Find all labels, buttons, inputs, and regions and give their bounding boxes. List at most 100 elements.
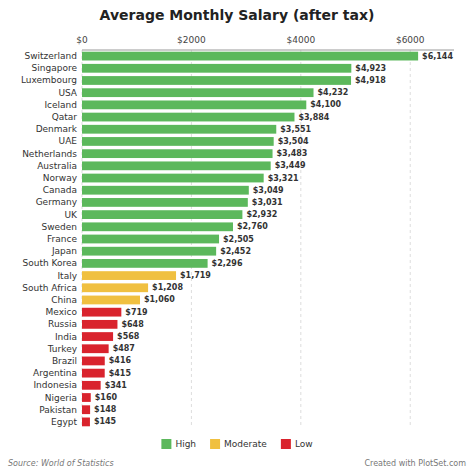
category-label: South Africa (22, 283, 77, 293)
bar (82, 198, 248, 207)
x-tick-label: $0 (76, 35, 88, 45)
bar (82, 357, 105, 366)
annotation: Created with PlotSet.com (364, 459, 466, 468)
legend: High Moderate Low (161, 439, 312, 449)
category-label: Egypt (51, 417, 77, 427)
data-label: $3,321 (268, 174, 299, 183)
data-label: $2,760 (237, 222, 268, 231)
bar (82, 332, 113, 341)
x-tick-label: $6000 (396, 35, 425, 45)
bar (82, 76, 351, 85)
category-label: Nigeria (45, 393, 77, 403)
bar (82, 235, 219, 244)
bar (82, 369, 105, 378)
bar (82, 320, 117, 329)
data-label: $145 (94, 417, 117, 426)
data-label: $3,884 (298, 113, 329, 122)
grid (82, 50, 410, 428)
data-label: $719 (125, 308, 148, 317)
bar (82, 381, 101, 390)
category-label: Singapore (32, 63, 78, 73)
legend-label: Moderate (224, 439, 267, 449)
bar (82, 88, 314, 97)
bar (82, 100, 306, 109)
data-label: $3,504 (278, 137, 309, 146)
data-label: $1,719 (180, 271, 211, 280)
category-label: Japan (51, 246, 77, 256)
category-label: Australia (37, 161, 77, 171)
bar (82, 52, 418, 61)
category-label: Germany (36, 197, 78, 207)
category-label: Brazil (52, 356, 77, 366)
legend-swatch (210, 439, 220, 449)
bar (82, 149, 273, 158)
category-label: Pakistan (39, 405, 77, 415)
category-label: Denmark (36, 124, 78, 134)
data-label: $2,932 (246, 210, 277, 219)
bar (82, 113, 294, 122)
legend-label: Low (295, 439, 313, 449)
bar (82, 271, 176, 280)
data-label: $3,449 (275, 161, 306, 170)
category-label: Iceland (44, 100, 77, 110)
bar (82, 210, 242, 219)
data-label: $648 (121, 320, 144, 329)
bar (82, 137, 274, 146)
data-label: $2,452 (220, 247, 251, 256)
category-label: UAE (59, 136, 78, 146)
bar (82, 418, 90, 427)
category-label: Canada (43, 185, 77, 195)
data-label: $416 (109, 356, 132, 365)
category-label: France (47, 234, 77, 244)
bar (82, 393, 91, 402)
annotation: Source: World of Statistics (8, 459, 114, 468)
bar (82, 296, 140, 305)
data-label: $6,144 (422, 52, 453, 61)
x-tick-label: $2000 (177, 35, 206, 45)
legend-swatch (281, 439, 291, 449)
category-label: Indonesia (33, 380, 77, 390)
category-label: Italy (57, 271, 77, 281)
data-label: $2,296 (212, 259, 243, 268)
legend-label: High (175, 439, 196, 449)
data-label: $3,483 (277, 149, 308, 158)
grid-line (410, 50, 411, 428)
legend-item: Low (281, 439, 313, 449)
bar (82, 222, 233, 231)
data-label: $1,208 (152, 283, 183, 292)
data-label: $341 (105, 381, 128, 390)
data-label: $487 (113, 344, 135, 353)
data-label: $2,505 (223, 235, 254, 244)
chart: Average Monthly Salary (after tax)$0$200… (0, 0, 474, 474)
data-label: $148 (94, 405, 117, 414)
category-label: UK (65, 210, 79, 220)
category-label: Argentina (33, 368, 77, 378)
category-label: Norway (43, 173, 78, 183)
category-label: Qatar (52, 112, 78, 122)
bar (82, 174, 264, 183)
data-label: $160 (95, 393, 118, 402)
bar (82, 259, 208, 268)
category-label: China (51, 295, 77, 305)
data-label: $4,923 (355, 64, 386, 73)
bar (82, 308, 121, 317)
data-labels: $6,144 $4,923 $4,918 $4,232 $4,100 $3,884 $3,5… (94, 52, 453, 427)
legend-item: Moderate (210, 439, 267, 449)
category-label: Luxembourg (21, 75, 77, 85)
bar (82, 161, 271, 170)
bars (82, 52, 418, 427)
category-label: Sweden (41, 222, 77, 232)
bar (82, 186, 249, 195)
bar (82, 125, 276, 134)
data-label: $3,551 (280, 125, 311, 134)
category-label: India (55, 332, 77, 342)
data-label: $1,060 (144, 295, 175, 304)
legend-item: High (161, 439, 196, 449)
category-label: Mexico (46, 307, 78, 317)
data-label: $3,031 (252, 198, 283, 207)
data-label: $4,232 (318, 88, 349, 97)
x-axis-line (82, 50, 454, 51)
data-label: $4,918 (355, 76, 386, 85)
category-label: USA (58, 88, 77, 98)
data-label: $4,100 (310, 100, 341, 109)
